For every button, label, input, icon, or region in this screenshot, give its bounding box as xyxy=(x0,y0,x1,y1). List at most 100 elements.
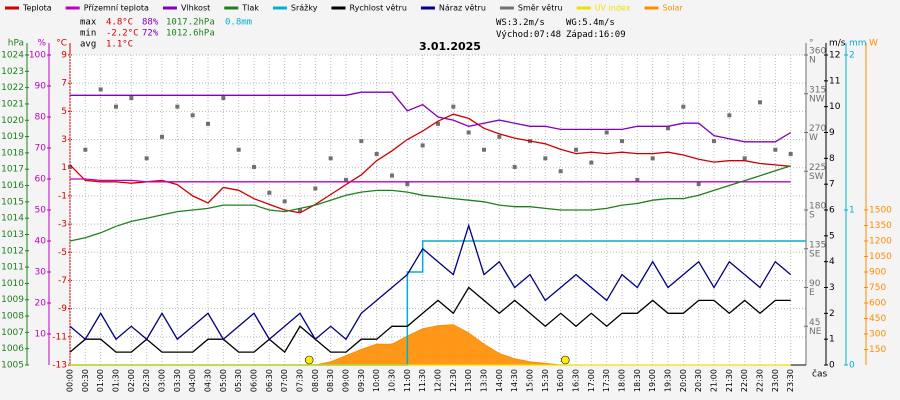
tick-label: 1007 xyxy=(1,328,24,338)
tick-label: 1011 xyxy=(1,263,24,273)
x-tick-label: 22:30 xyxy=(756,369,765,392)
x-tick-label: 03:30 xyxy=(173,369,182,392)
series-line xyxy=(69,286,791,354)
tick-label: 1006 xyxy=(1,344,24,354)
tick-label: 40 xyxy=(35,237,47,247)
tick-label: 5 xyxy=(829,231,835,241)
x-tick-label: 15:30 xyxy=(541,369,550,392)
wind-stat-label: WG xyxy=(566,18,577,28)
direction-point xyxy=(114,104,118,109)
axis-unit: W xyxy=(869,39,878,49)
axis-unit: ° xyxy=(809,39,814,49)
tick-label: 1005 xyxy=(1,361,24,371)
x-tick-label: 00:00 xyxy=(66,369,75,392)
direction-point xyxy=(252,164,256,169)
tick-label: 1 xyxy=(829,335,835,345)
tick-label: 60 xyxy=(35,175,47,185)
x-tick-label: 15:00 xyxy=(526,369,535,392)
x-tick-label: 18:30 xyxy=(633,369,642,392)
tick-label: N xyxy=(809,56,816,66)
direction-point xyxy=(696,182,701,187)
x-tick-label: 13:00 xyxy=(464,369,473,392)
tick-label: 1015 xyxy=(1,197,24,207)
tick-label: -13 xyxy=(52,361,67,371)
tick-label: 7 xyxy=(829,180,835,190)
tick-label: 450 xyxy=(869,314,886,324)
tick-label: 1500 xyxy=(869,206,892,216)
tick-label: 50 xyxy=(35,206,47,216)
x-tick-label: 20:00 xyxy=(679,369,688,392)
x-tick-label: 06:30 xyxy=(265,369,274,392)
direction-point xyxy=(773,147,778,152)
direction-point xyxy=(482,147,486,152)
legend-label: Náraz větru xyxy=(439,4,486,13)
sun-marker xyxy=(560,355,570,365)
stat-value: 0.8mm xyxy=(225,18,252,28)
direction-point xyxy=(374,152,379,157)
legend-label: Přízemní teplota xyxy=(84,4,149,13)
tick-label: 1012 xyxy=(1,246,24,256)
direction-point xyxy=(620,139,624,144)
x-tick-label: 12:00 xyxy=(434,369,443,392)
legend-label: Srážky xyxy=(291,4,318,13)
tick-label: 1021 xyxy=(1,99,24,109)
tick-label: 1 xyxy=(849,206,855,216)
tick-label: 12 xyxy=(829,51,840,61)
tick-label: 70 xyxy=(35,144,47,154)
stat-value: 4.8°C xyxy=(106,18,133,28)
tick-label: 0 xyxy=(849,361,855,371)
axis-unit: m/s xyxy=(829,39,846,49)
direction-point xyxy=(451,104,456,109)
x-tick-label: 05:00 xyxy=(219,369,228,392)
x-tick-label: 01:00 xyxy=(96,369,105,392)
direction-point xyxy=(313,186,318,191)
tick-label: 45 xyxy=(809,318,820,328)
direction-point xyxy=(466,130,471,135)
direction-point xyxy=(344,177,348,182)
tick-label: -5 xyxy=(58,248,67,258)
tick-label: 1050 xyxy=(869,252,892,262)
legend-label: Směr větru xyxy=(518,4,563,13)
series-line xyxy=(69,113,791,214)
direction-point xyxy=(359,139,364,144)
x-tick-label: 20:30 xyxy=(694,369,703,392)
tick-label: E xyxy=(809,288,815,298)
x-tick-label: 13:30 xyxy=(480,369,489,392)
legend-label: Teplota xyxy=(22,4,52,13)
x-tick-label: 19:30 xyxy=(664,369,673,392)
tick-label: 2 xyxy=(829,309,835,319)
tick-label: 4 xyxy=(829,257,835,267)
direction-point xyxy=(144,156,149,161)
tick-label: 1009 xyxy=(1,295,24,305)
sun-time: Západ:16:09 xyxy=(566,30,626,40)
tick-label: 1200 xyxy=(869,237,892,247)
stat-value: -2.2°C xyxy=(106,29,139,39)
sun-time-value: 16:09 xyxy=(599,30,626,40)
sun-time-label: Východ xyxy=(496,30,529,40)
direction-point xyxy=(190,113,195,118)
direction-point xyxy=(650,156,655,161)
direction-point xyxy=(298,208,302,212)
tick-label: W xyxy=(809,133,818,143)
tick-label: 80 xyxy=(35,113,47,123)
tick-label: -11 xyxy=(52,332,67,342)
series-line xyxy=(70,91,792,143)
x-tick-label: 09:00 xyxy=(342,369,351,392)
tick-label: 90 xyxy=(809,279,821,289)
wind-stat-value: 5.4m/s xyxy=(582,18,615,28)
x-tick-label: 10:30 xyxy=(388,369,397,392)
wind-stat: WS:3.2m/s xyxy=(496,18,545,28)
sun-time: Východ:07:48 xyxy=(496,30,561,40)
direction-point xyxy=(129,96,134,101)
stat-label: avg xyxy=(80,40,96,50)
axis-unit: % xyxy=(37,39,46,49)
tick-label: 90 xyxy=(35,82,47,92)
direction-point xyxy=(742,156,747,161)
tick-label: 180 xyxy=(809,202,826,212)
tick-label: S xyxy=(809,211,815,221)
wind-stat-value: 3.2m/s xyxy=(512,18,545,28)
x-tick-label: 10:00 xyxy=(372,369,381,392)
x-tick-label: 21:30 xyxy=(725,369,734,392)
direction-point xyxy=(328,156,333,161)
